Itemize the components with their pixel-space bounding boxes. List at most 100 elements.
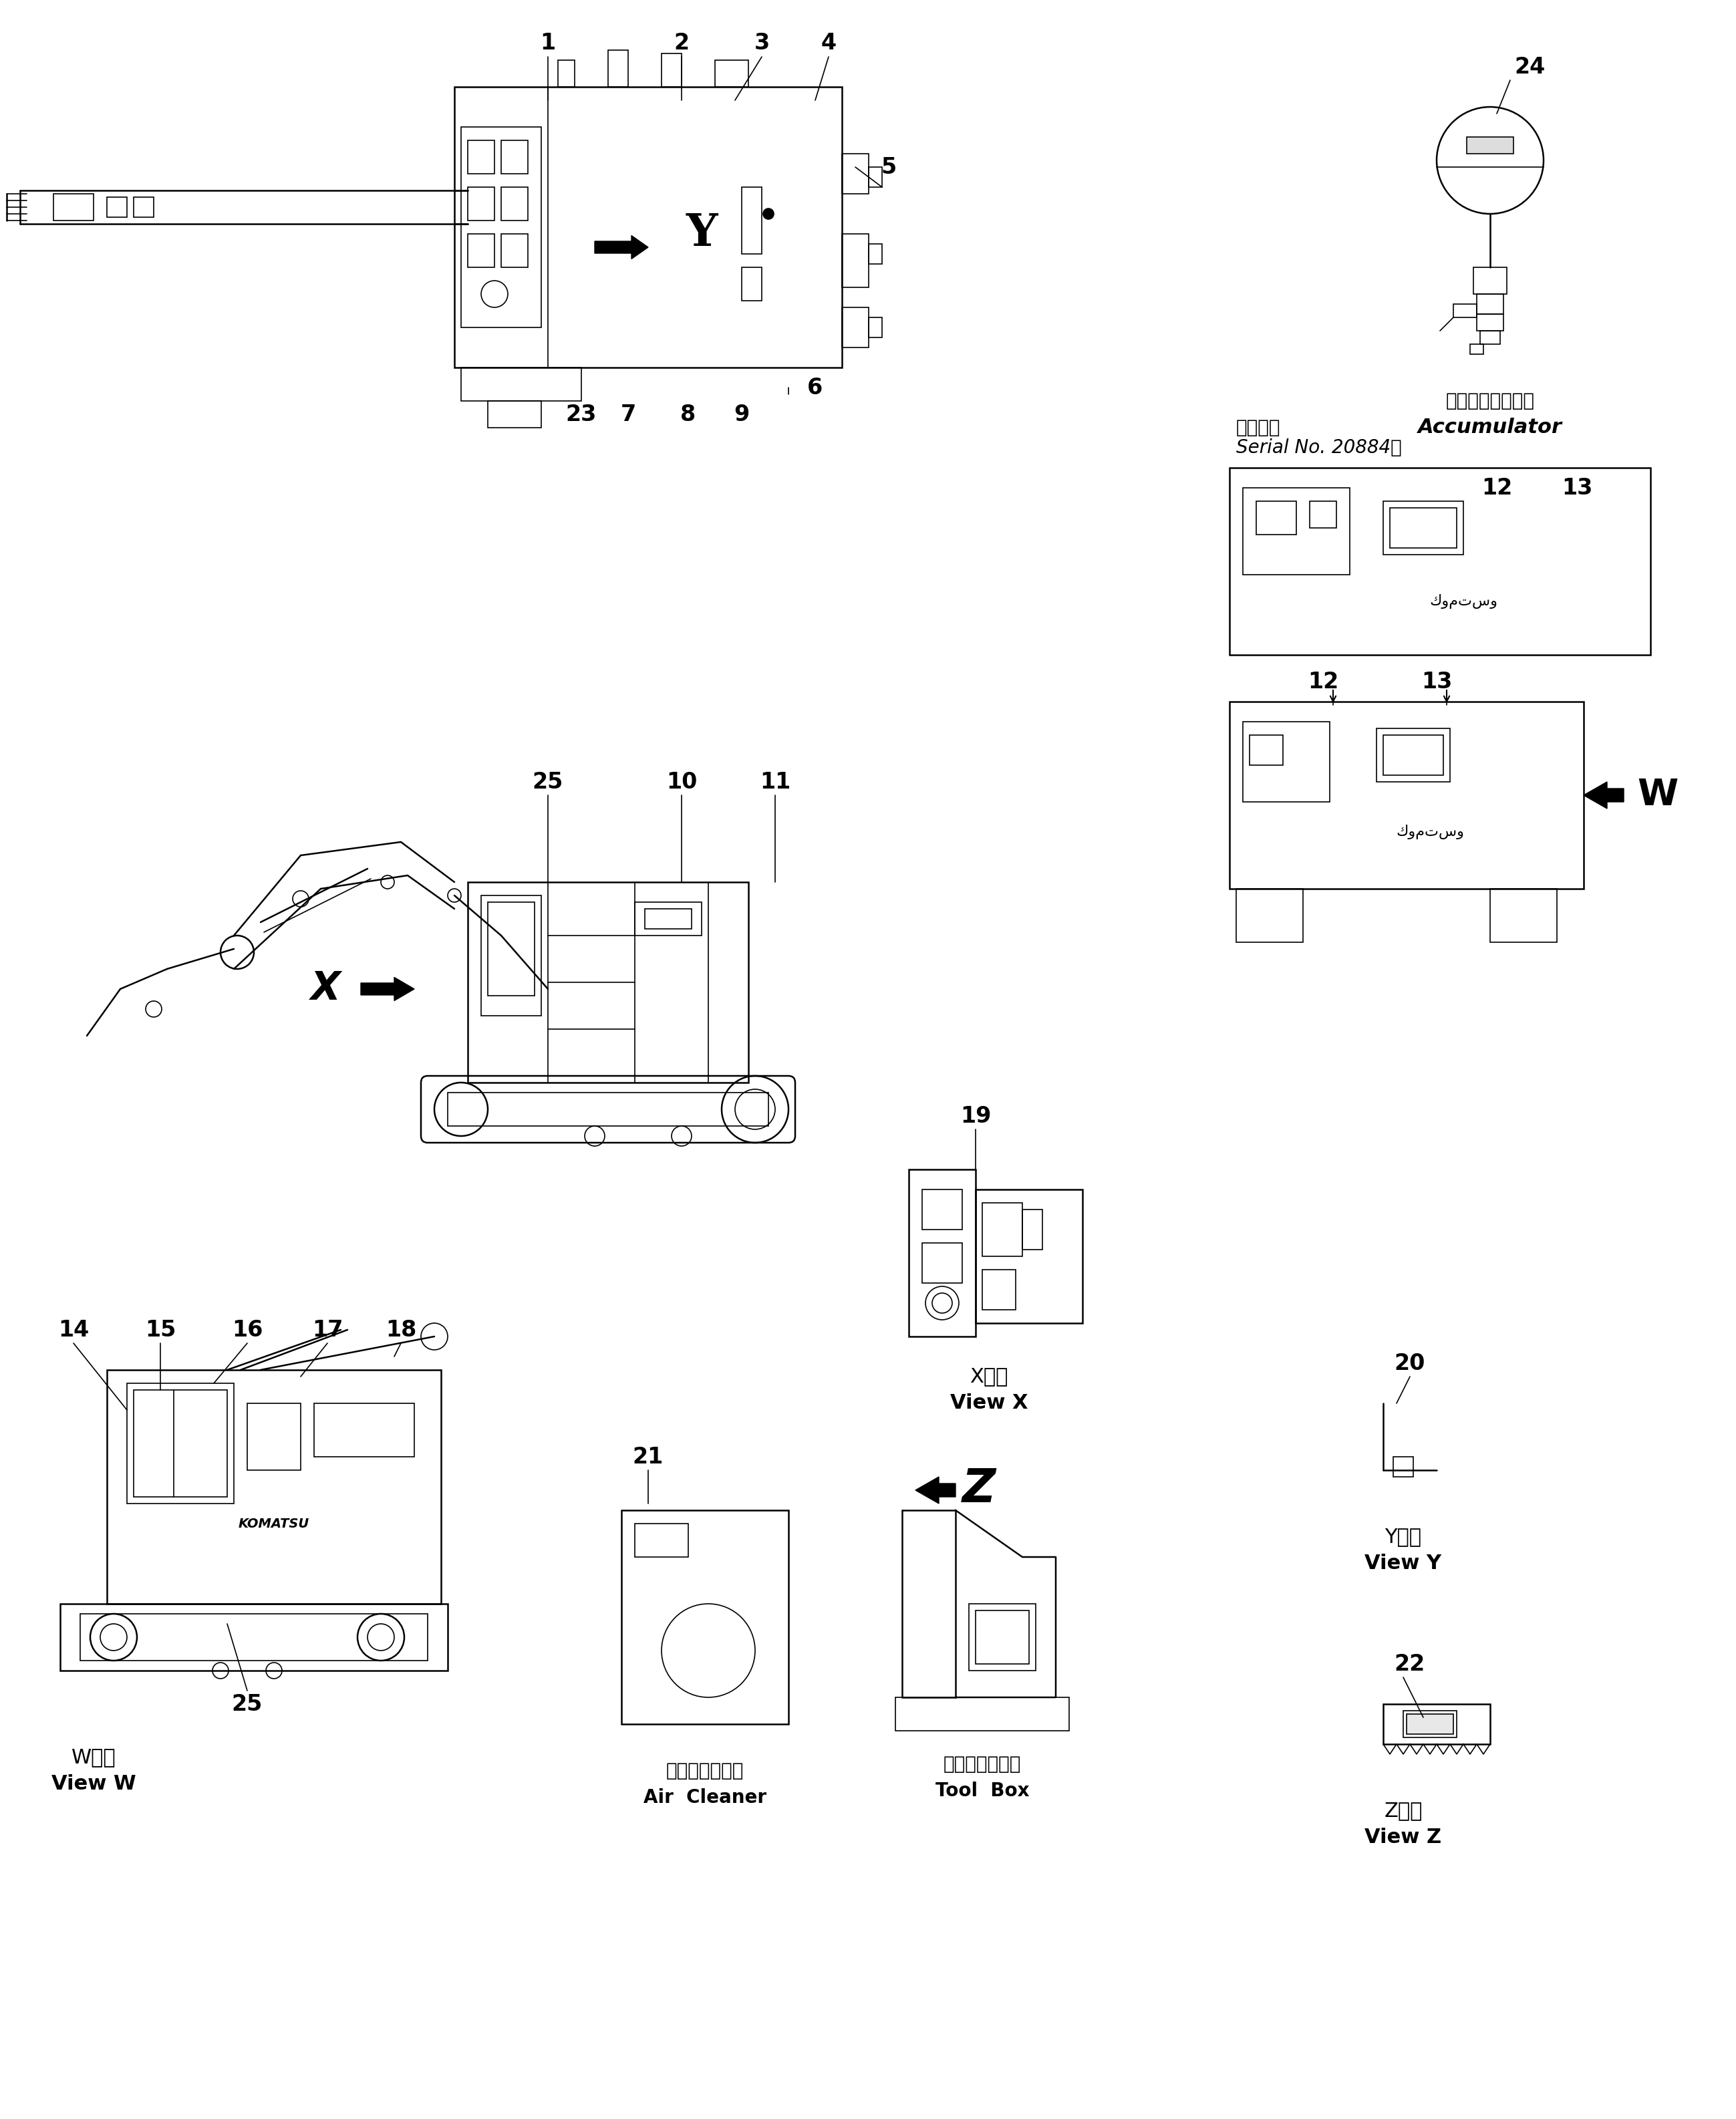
Bar [983, 1269, 1016, 1310]
Bar [462, 127, 542, 328]
Text: 20: 20 [1394, 1352, 1425, 1375]
Bar [868, 167, 882, 186]
Text: 25: 25 [533, 771, 564, 793]
Bar [61, 1604, 448, 1670]
Text: Air  Cleaner: Air Cleaner [644, 1788, 767, 1808]
Bar [1243, 723, 1330, 801]
Bar [1229, 468, 1651, 655]
Text: View Y: View Y [1364, 1553, 1441, 1574]
Bar [741, 186, 762, 254]
Bar [868, 244, 882, 265]
Bar [448, 1093, 769, 1125]
Bar [842, 233, 868, 288]
Text: エアークリーナ: エアークリーナ [667, 1761, 743, 1780]
Bar [1467, 138, 1514, 155]
Bar [247, 1403, 300, 1471]
Text: 21: 21 [632, 1445, 663, 1468]
Text: 25: 25 [231, 1693, 262, 1714]
Text: 2: 2 [674, 32, 689, 55]
Bar [1481, 331, 1500, 343]
Bar [922, 1189, 962, 1229]
Text: كومتسو: كومتسو [1429, 593, 1498, 608]
Bar [467, 186, 495, 220]
Text: 10: 10 [667, 771, 698, 793]
Text: 12: 12 [1307, 670, 1338, 693]
Bar [1257, 502, 1297, 534]
Text: 11: 11 [760, 771, 790, 793]
Bar [108, 197, 127, 216]
Bar [842, 155, 868, 193]
Bar [1384, 502, 1463, 555]
Bar [1023, 1210, 1042, 1250]
Bar [1477, 314, 1503, 331]
Text: كومتسو: كومتسو [1396, 824, 1463, 839]
Text: Accumulator: Accumulator [1418, 417, 1562, 437]
Bar [488, 400, 542, 428]
Bar [1377, 729, 1450, 782]
Text: ツールボックス: ツールボックス [943, 1755, 1021, 1774]
Bar [1391, 509, 1457, 549]
Bar [903, 1511, 955, 1697]
Bar [1470, 343, 1484, 354]
Bar [455, 87, 842, 367]
Bar [1477, 295, 1503, 314]
Text: 22: 22 [1394, 1653, 1425, 1674]
Text: 24: 24 [1516, 55, 1545, 78]
Text: 18: 18 [385, 1318, 417, 1341]
Bar [908, 1170, 976, 1337]
Text: 6: 6 [807, 377, 823, 398]
Bar [715, 59, 748, 87]
Text: 適用号機: 適用号機 [1236, 417, 1281, 437]
Text: 9: 9 [734, 403, 750, 426]
Bar [502, 186, 528, 220]
Text: View Z: View Z [1364, 1829, 1441, 1848]
Bar [1229, 701, 1583, 888]
FancyArrow shape [915, 1477, 955, 1504]
Bar [1474, 267, 1507, 295]
Bar [1384, 1704, 1489, 1744]
Bar [635, 1524, 687, 1557]
Bar [54, 193, 94, 220]
Text: Z　視: Z 視 [1384, 1801, 1422, 1820]
Bar [134, 197, 155, 216]
Text: 3: 3 [753, 32, 769, 55]
Bar [969, 1604, 1036, 1670]
Text: 1: 1 [540, 32, 556, 55]
Bar [661, 53, 682, 87]
Text: Y: Y [686, 212, 717, 256]
Bar [635, 903, 701, 937]
FancyArrow shape [1583, 782, 1623, 809]
Bar [896, 1697, 1069, 1731]
Text: 15: 15 [144, 1318, 175, 1341]
Text: 7: 7 [620, 403, 635, 426]
Bar [1309, 502, 1337, 528]
Text: Serial No. 20884～: Serial No. 20884～ [1236, 439, 1401, 458]
Bar [467, 882, 748, 1083]
Bar [134, 1390, 227, 1496]
Bar [481, 896, 542, 1015]
Text: W: W [1637, 778, 1679, 814]
Bar [1403, 1710, 1457, 1738]
Circle shape [764, 208, 774, 218]
Bar [976, 1610, 1029, 1663]
FancyArrow shape [361, 977, 415, 1000]
Bar [1489, 888, 1557, 943]
Text: 13: 13 [1561, 477, 1592, 498]
Text: 4: 4 [821, 32, 837, 55]
Text: 5: 5 [880, 157, 896, 178]
Bar [1250, 735, 1283, 765]
Text: KOMATSU: KOMATSU [238, 1517, 309, 1530]
Text: W　視: W 視 [71, 1748, 116, 1767]
Bar [488, 903, 535, 996]
Bar [557, 59, 575, 87]
Text: Y　視: Y 視 [1385, 1528, 1422, 1547]
Text: 19: 19 [960, 1104, 991, 1127]
Bar [108, 1369, 441, 1604]
Text: X　視: X 視 [970, 1367, 1009, 1386]
Text: Tool  Box: Tool Box [936, 1782, 1029, 1801]
Bar [922, 1244, 962, 1282]
Text: 23: 23 [566, 403, 597, 426]
Bar [621, 1511, 788, 1725]
Bar [1453, 303, 1477, 318]
Text: 17: 17 [312, 1318, 344, 1341]
